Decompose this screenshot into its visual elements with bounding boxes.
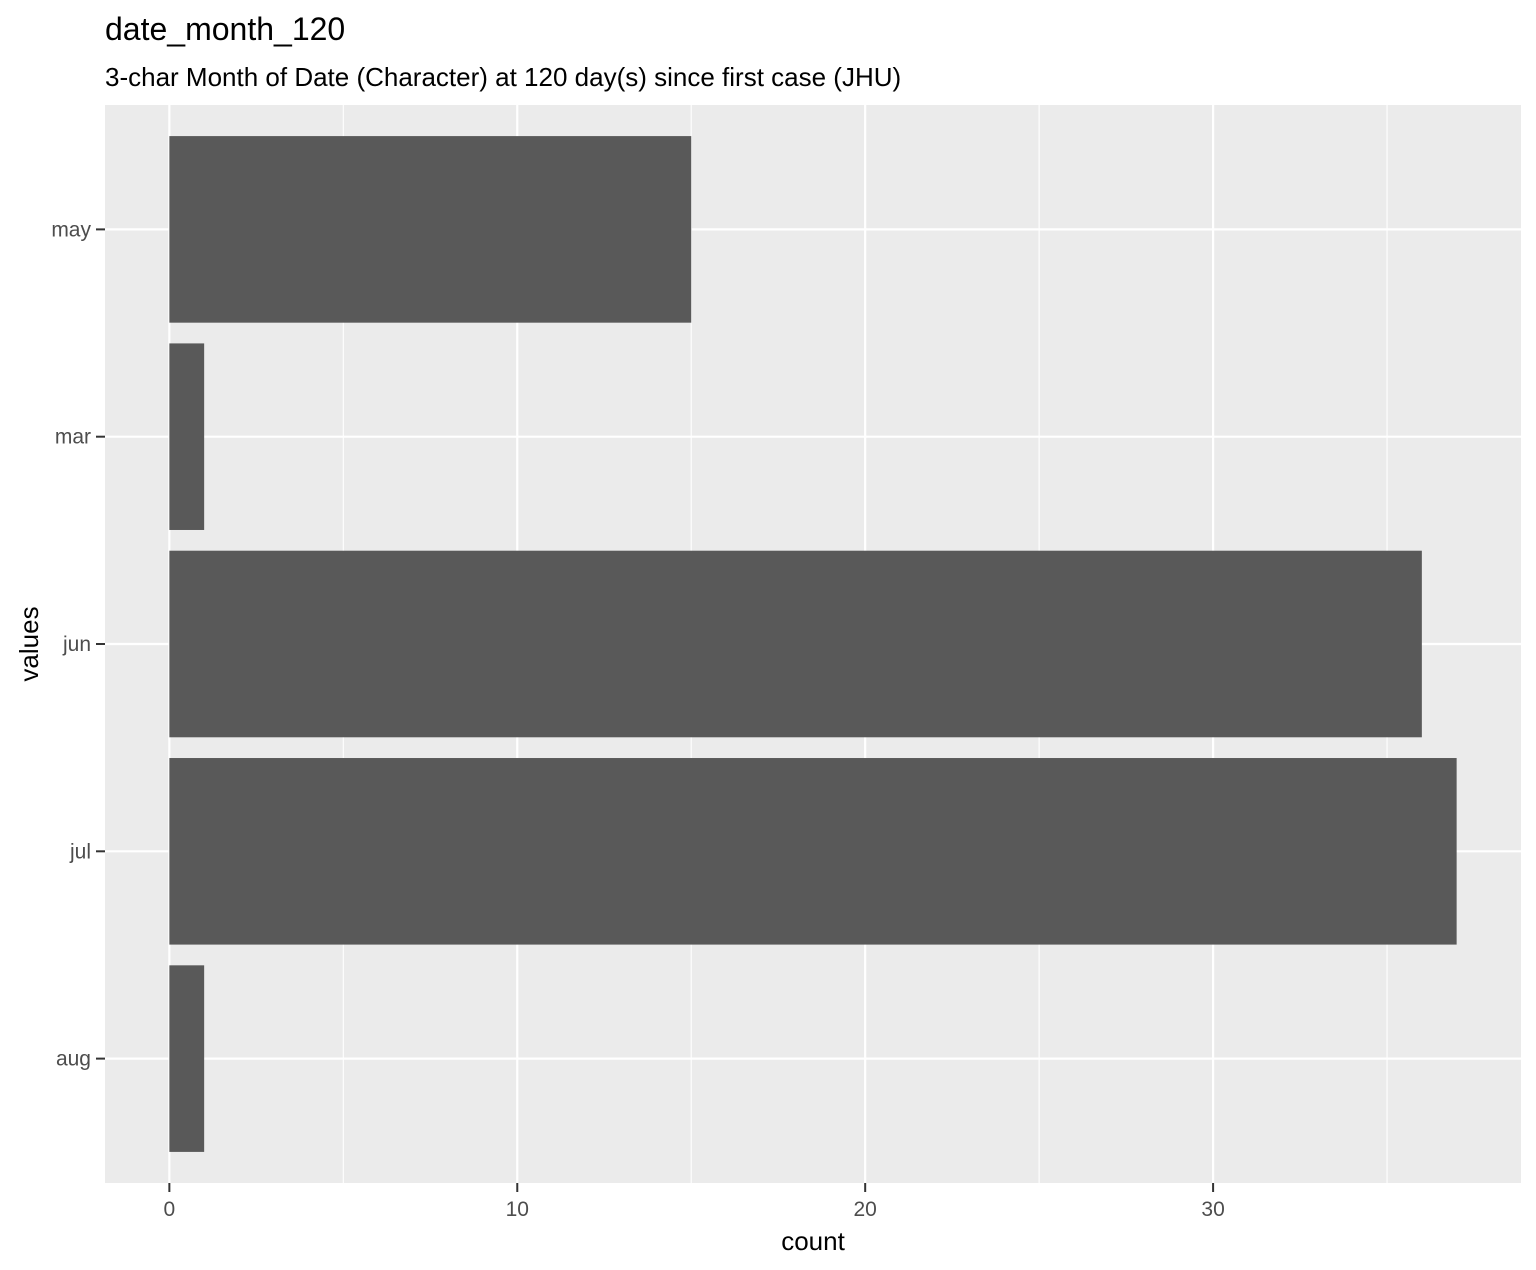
x-tick-label: 10 [506, 1198, 529, 1221]
y-tick-label-jul: jul [69, 840, 91, 863]
x-axis: 0 10 20 30 [164, 1183, 1225, 1221]
x-tick-label: 20 [854, 1198, 877, 1221]
bar-jun [169, 550, 1422, 738]
y-tick-label-mar: mar [55, 426, 91, 449]
x-tick-label: 0 [164, 1198, 176, 1221]
bar-mar [169, 343, 205, 530]
y-tick-label-jun: jun [62, 633, 91, 656]
chart-subtitle: 3-char Month of Date (Character) at 120 … [105, 62, 901, 92]
y-tick-label-may: may [51, 218, 91, 241]
y-axis-title: values [14, 606, 44, 681]
chart-title: date_month_120 [105, 11, 345, 47]
bar-may [169, 136, 692, 323]
bar-aug [169, 965, 205, 1152]
x-axis-title: count [781, 1226, 845, 1256]
x-tick-label: 30 [1201, 1198, 1224, 1221]
bars [169, 136, 1457, 1152]
y-tick-label-aug: aug [56, 1048, 91, 1071]
bar-jul [169, 758, 1457, 945]
y-axis: aug jul jun mar may [51, 218, 105, 1071]
